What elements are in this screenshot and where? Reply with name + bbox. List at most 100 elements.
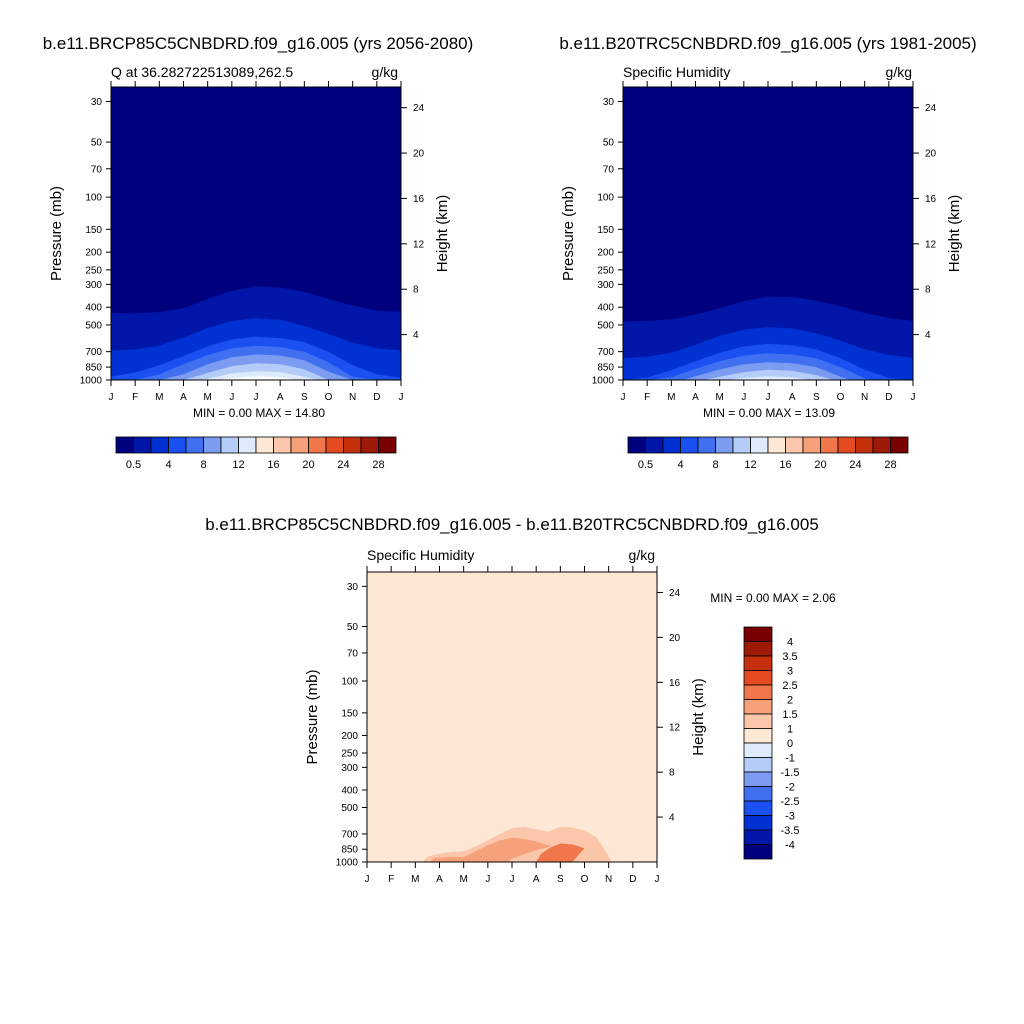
y-tick-label: 400	[85, 303, 102, 314]
x-tick-label: J	[911, 392, 916, 403]
colorbar-swatch	[802, 436, 821, 454]
y-tick-label: 1000	[80, 376, 103, 387]
y-tick-label: 850	[341, 845, 358, 856]
colorbar-label: 0.5	[126, 459, 141, 471]
colorbar-label: 1	[787, 724, 793, 736]
x-tick-label: M	[155, 392, 163, 403]
colorbar-label: 4	[787, 637, 793, 649]
colorbar-swatch	[743, 626, 773, 642]
x-tick-label: N	[605, 874, 612, 885]
panel-difference: b.e11.BRCP85C5CNBDRD.f09_g16.005 - b.e11…	[205, 515, 836, 885]
field-background	[367, 572, 657, 862]
x-tick-label: D	[373, 392, 380, 403]
colorbar-label: 1.5	[782, 709, 797, 721]
colorbar-swatch	[743, 670, 773, 686]
panel-title: b.e11.B20TRC5CNBDRD.f09_g16.005 (yrs 198…	[559, 34, 976, 53]
colorbar-label: 2.5	[782, 680, 797, 692]
x-tick-label: F	[644, 392, 650, 403]
y-tick-label: 700	[341, 829, 358, 840]
colorbar-swatch	[743, 844, 773, 860]
y-tick-label: 200	[85, 248, 102, 259]
y-tick-label: 250	[597, 265, 614, 276]
colorbar-label: 20	[814, 459, 826, 471]
x-tick-label: J	[109, 392, 114, 403]
contour-plot: J F M A M J J A S O N D J 30 50 70 100 150 200 250 300 400 500…	[304, 566, 707, 885]
y-tick-label: 100	[85, 193, 102, 204]
x-tick-label: M	[459, 874, 467, 885]
colorbar-swatch	[325, 436, 344, 454]
colorbar-swatch	[743, 800, 773, 816]
colorbar-swatch	[290, 436, 309, 454]
colorbar-label: -3	[785, 811, 795, 823]
colorbar-swatch	[890, 436, 909, 454]
y-tick-label: 1000	[336, 858, 359, 869]
contour-band	[195, 371, 319, 380]
colorbar: 0.5 4 8 12 16 20 24 28	[627, 436, 909, 471]
y-tick-label: 500	[341, 803, 358, 814]
y2-tick-label: 16	[413, 194, 425, 205]
colorbar-swatch	[872, 436, 891, 454]
colorbar-swatch	[732, 436, 751, 454]
colorbar-swatch	[743, 655, 773, 671]
colorbar-swatch	[743, 641, 773, 657]
y2-tick-label: 8	[925, 285, 931, 296]
y2-tick-label: 24	[669, 588, 681, 599]
colorbar-label: 16	[779, 459, 791, 471]
y2-tick-label: 4	[669, 813, 675, 824]
y-tick-label: 400	[341, 785, 358, 796]
colorbar-swatch	[220, 436, 239, 454]
colorbar-swatch	[743, 713, 773, 729]
y2-tick-label: 20	[669, 633, 681, 644]
y-tick-label: 200	[597, 248, 614, 259]
colorbar-swatch	[743, 771, 773, 787]
y-tick-label: 30	[603, 97, 615, 108]
y2-tick-label: 20	[413, 149, 425, 160]
x-tick-label: J	[655, 874, 660, 885]
y-tick-label: 700	[597, 347, 614, 358]
y-axis-title: Pressure (mb)	[560, 186, 577, 281]
contour-band	[429, 837, 551, 862]
colorbar-swatch	[680, 436, 699, 454]
colorbar-swatch	[378, 436, 397, 454]
panel-units-label: g/kg	[372, 64, 398, 80]
colorbar-swatch	[203, 436, 222, 454]
y2-tick-label: 12	[669, 723, 681, 734]
x-tick-label: N	[861, 392, 868, 403]
panel-title: b.e11.BRCP85C5CNBDRD.f09_g16.005 - b.e11…	[205, 515, 819, 534]
y-tick-label: 300	[85, 280, 102, 291]
y-axis-title: Pressure (mb)	[48, 186, 65, 281]
x-tick-label: S	[557, 874, 564, 885]
min-max-label: MIN = 0.00 MAX = 14.80	[193, 406, 325, 420]
y2-axis-title: Height (km)	[690, 678, 707, 756]
x-tick-label: D	[885, 392, 892, 403]
colorbar-label: -3.5	[781, 825, 800, 837]
colorbar-swatch	[308, 436, 327, 454]
x-tick-label: O	[325, 392, 333, 403]
y-tick-label: 100	[597, 193, 614, 204]
y2-tick-label: 4	[413, 330, 419, 341]
x-tick-label: J	[621, 392, 626, 403]
x-tick-label: J	[254, 392, 259, 403]
colorbar-swatch	[273, 436, 292, 454]
panel-rcp85: b.e11.BRCP85C5CNBDRD.f09_g16.005 (yrs 20…	[43, 34, 474, 471]
colorbar-label: 3	[787, 666, 793, 678]
y-tick-label: 300	[341, 763, 358, 774]
colorbar-label: 16	[267, 459, 279, 471]
y2-tick-label: 8	[669, 768, 675, 779]
panel-title: b.e11.BRCP85C5CNBDRD.f09_g16.005 (yrs 20…	[43, 34, 474, 53]
colorbar-swatch	[645, 436, 664, 454]
y2-tick-label: 12	[925, 239, 937, 250]
y-tick-label: 200	[341, 731, 358, 742]
colorbar-swatch	[767, 436, 786, 454]
y2-tick-label: 4	[925, 330, 931, 341]
colorbar-swatch	[133, 436, 152, 454]
colorbar-label: 12	[744, 459, 756, 471]
x-tick-label: A	[533, 874, 540, 885]
contour-plot: J F M A M J J A S O N D J 30 50 70 100 150 200 250 300 400 500…	[48, 81, 451, 403]
contour-field	[367, 572, 657, 862]
y-tick-label: 30	[91, 97, 103, 108]
y-tick-label: 70	[91, 164, 103, 175]
colorbar-swatch	[715, 436, 734, 454]
x-tick-label: D	[629, 874, 636, 885]
y-tick-label: 50	[347, 622, 359, 633]
